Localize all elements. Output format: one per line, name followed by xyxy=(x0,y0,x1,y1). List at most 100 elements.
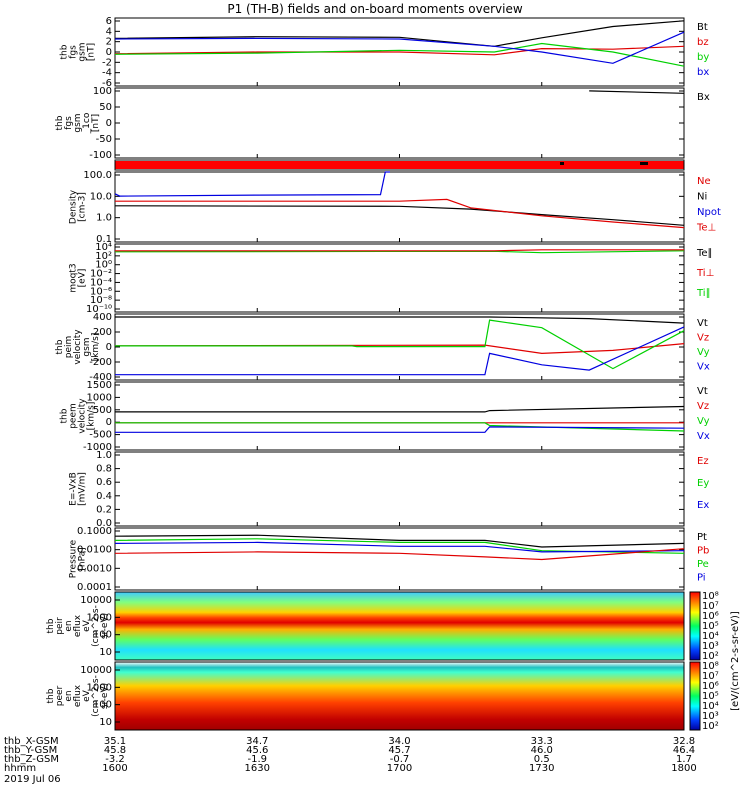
ytick-label: 1000 xyxy=(87,682,112,693)
footer-value: 1630 xyxy=(245,763,270,774)
ytick-label: 0.8 xyxy=(96,464,112,475)
flag-mark xyxy=(640,162,648,165)
panel-peim: thb peim velocity gsm [km/s] 400 200 0 -200 -400 V… xyxy=(55,312,710,383)
ytick-label: 0.4 xyxy=(96,491,112,502)
footer-value: 0.5 xyxy=(534,754,550,765)
series-line-bz xyxy=(114,45,685,56)
legend-entry: Vx xyxy=(697,362,710,373)
ylabel-line: peem xyxy=(69,403,79,429)
ylabel-line: gsm xyxy=(78,42,88,61)
colorbar-tick: 10⁴ xyxy=(702,701,719,712)
ytick-label: -1000 xyxy=(83,442,112,453)
panel-frame xyxy=(114,661,685,731)
footer-row-label: thb_Z-GSM xyxy=(4,754,59,765)
ylabel-line: en xyxy=(64,690,74,701)
series-line-Ti⊥ xyxy=(115,249,684,252)
series-line-Vy xyxy=(115,422,685,432)
footer-row-label: thb_Y-GSM xyxy=(4,745,57,756)
panel-frame xyxy=(114,451,685,527)
legend-entry: Ti∥ xyxy=(696,288,711,299)
ytick-label: -6 xyxy=(102,78,112,89)
footer-value: 1.7 xyxy=(676,754,692,765)
ytick-label: 10⁰ xyxy=(95,260,112,271)
ylabel-line: [nPa] xyxy=(78,547,88,570)
ytick-label: 6 xyxy=(106,16,112,27)
footer-value: -1.9 xyxy=(247,754,267,765)
panel-pressure: Pressure [nPa] 0.1000 0.0100 0.0010 0.0001 Pt P… xyxy=(69,526,710,593)
colorbar-tick: 10³ xyxy=(702,711,719,722)
footer-value: 1700 xyxy=(387,763,412,774)
ytick-label: 0 xyxy=(106,118,112,129)
series-line-Vy xyxy=(115,319,685,370)
series-line-by xyxy=(114,42,685,67)
legend-entry: Vz xyxy=(697,401,709,412)
ytick-label: 500 xyxy=(93,405,112,416)
ylabel-line: velocity xyxy=(78,398,88,434)
ylabel-line: eflux xyxy=(73,684,83,707)
legend-entry: Te∥ xyxy=(696,248,713,259)
legend-entry: Bx xyxy=(697,92,710,103)
ytick-label: 10⁻⁴ xyxy=(90,277,112,288)
ylabel-line: thb xyxy=(55,115,65,130)
legend-entry: bx xyxy=(697,67,709,78)
footer-value: 33.3 xyxy=(531,736,553,747)
spectrogram xyxy=(115,592,684,660)
ytick-label: 1000 xyxy=(87,392,112,403)
panel-density: Density [cm-3] 100.0 10.0 1.0 0.1 Ne Ni Npot Te⊥ xyxy=(69,170,721,245)
ytick-label: -200 xyxy=(89,357,112,368)
ytick-label: 2 xyxy=(106,37,112,48)
footer-value: 32.8 xyxy=(673,736,695,747)
ytick-label: 200 xyxy=(93,327,112,338)
ytick-label: 10⁴ xyxy=(95,242,112,253)
series-line-Vt xyxy=(115,316,685,324)
panel-flag xyxy=(114,159,685,171)
series-line-Vt xyxy=(115,405,685,413)
ytick-label: 50 xyxy=(99,102,112,113)
ytick-label: 1000 xyxy=(87,612,112,623)
series-line-Vx xyxy=(115,426,685,433)
footer-value: 46.0 xyxy=(531,745,553,756)
ytick-label: -50 xyxy=(96,134,112,145)
series-line-Pb xyxy=(114,548,685,561)
ytick-label: 0.0001 xyxy=(77,582,112,593)
ytick-label: 100 xyxy=(93,86,112,97)
legend-entry: Ni xyxy=(697,192,707,203)
colorbar xyxy=(689,591,701,661)
ylabel-line: sr-eV) xyxy=(100,613,110,639)
ytick-label: 400 xyxy=(93,312,112,323)
series-line-bx xyxy=(114,31,685,64)
panel-efield: E=-VxB [mV/m] 1.0 0.8 0.6 0.4 0.2 0.0 Ez Ey Ex xyxy=(69,450,710,529)
legend-entry: Pb xyxy=(697,546,709,557)
panel-frame xyxy=(114,87,685,159)
footer-date: 2019 Jul 06 xyxy=(4,774,61,785)
footer-value: 45.7 xyxy=(388,745,410,756)
ytick-label: 100 xyxy=(93,700,112,711)
panel-fgs_bx: thb fgs gsm _1co [nT] 100 50 0 -50 -100 Bx xyxy=(55,86,710,161)
ylabel-line: thb xyxy=(60,408,70,423)
colorbar-tick: 10⁵ xyxy=(702,621,719,632)
colorbar-tick: 10⁷ xyxy=(702,671,719,682)
footer-row-label: hhmm xyxy=(4,763,36,774)
ytick-label: 0 xyxy=(106,342,112,353)
panel-frame xyxy=(114,171,685,243)
ylabel-line: Density xyxy=(69,189,79,224)
ytick-label: 0.1 xyxy=(96,234,112,245)
series-line-Ne xyxy=(115,198,685,229)
ytick-label: -400 xyxy=(89,372,112,383)
ytick-label: -4 xyxy=(102,68,112,79)
panel-frame xyxy=(114,159,685,171)
ylabel-line: (cm^2-s- xyxy=(91,675,101,717)
ytick-label: 10 xyxy=(99,647,112,658)
ylabel-line: en xyxy=(64,620,74,631)
ylabel-line: sr-eV) xyxy=(100,683,110,709)
ytick-label: -100 xyxy=(89,150,112,161)
footer-value: -0.7 xyxy=(390,754,410,765)
ytick-label: 10⁻⁸ xyxy=(90,295,112,306)
ytick-label: 10⁻² xyxy=(90,269,112,280)
ylabel-line: thb xyxy=(46,618,56,633)
legend-entry: Vt xyxy=(697,386,708,397)
ylabel-line: [eV] xyxy=(78,269,88,288)
ylabel-line: thb xyxy=(55,339,65,354)
